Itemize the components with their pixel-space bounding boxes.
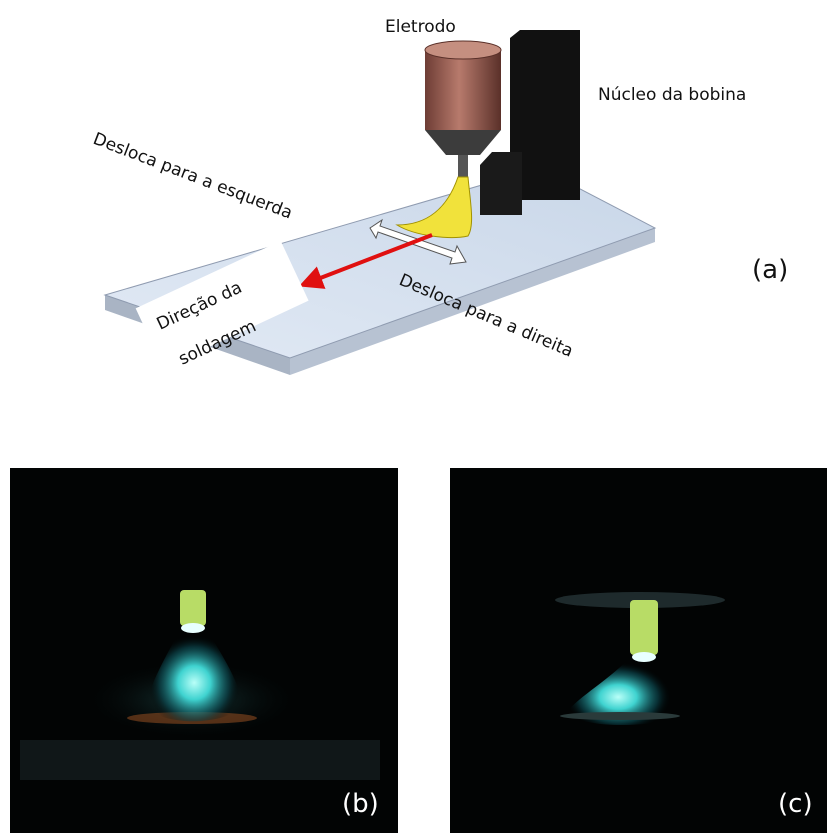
coil-label: Núcleo da bobina [598, 85, 746, 105]
electrode-label: Eletrodo [385, 17, 456, 37]
panel-label: (b) [342, 789, 379, 819]
reflection [560, 712, 680, 720]
panel-label: (a) [752, 255, 788, 285]
electrode [630, 600, 658, 655]
electrode-cone [425, 130, 501, 155]
reflection [20, 740, 380, 780]
coil-core-foot [480, 152, 522, 215]
electrode-tip [458, 155, 468, 177]
panel-b: (b) [10, 468, 398, 833]
panel-c: (c) [450, 468, 827, 833]
panel-a: Eletrodo Núcleo da bobina Desloca para a… [90, 17, 788, 375]
electrode-body [425, 50, 501, 130]
electrode [180, 590, 206, 626]
arc-root [632, 652, 656, 662]
electrode-top [425, 41, 501, 59]
panel-label: (c) [778, 789, 813, 819]
arc-root [181, 623, 205, 633]
figure: Eletrodo Núcleo da bobina Desloca para a… [0, 0, 827, 833]
left-shift-label: Desloca para a esquerda [90, 129, 295, 224]
